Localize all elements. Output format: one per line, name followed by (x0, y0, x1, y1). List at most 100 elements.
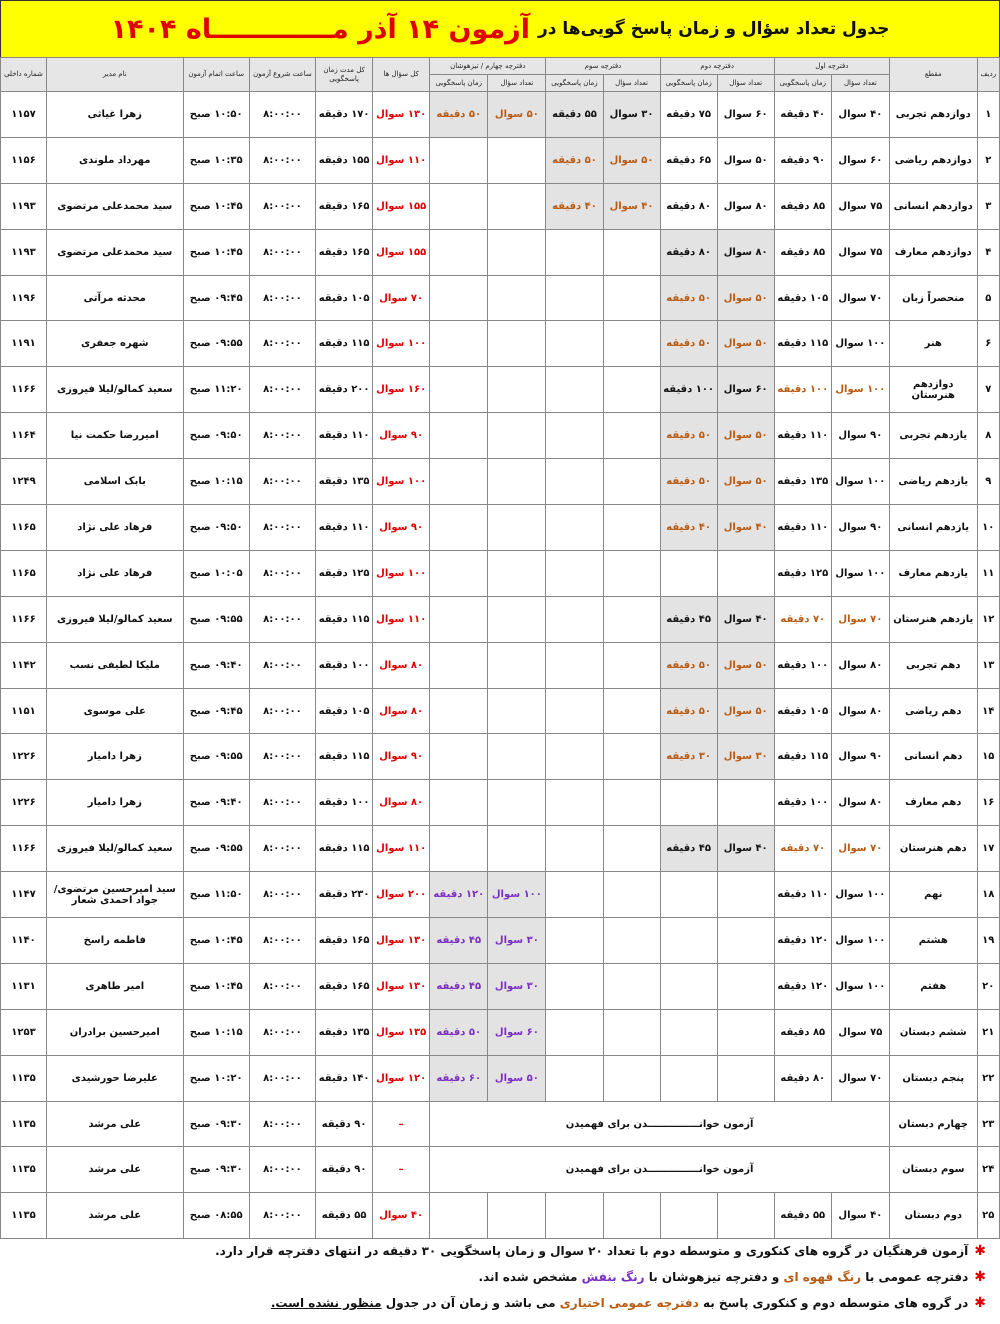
row-number: ۱۱ (976, 549, 1000, 597)
booklet-1-count: ۱۰۰ سوال (830, 366, 890, 414)
booklet-1-time: ۸۵ دقیقه (773, 228, 832, 276)
extension-number: ۱۱۳۱ (0, 962, 47, 1010)
start-time: ۸:۰۰:۰۰ (248, 504, 317, 551)
booklet-3-count (602, 1008, 661, 1056)
row-number: ۲۰ (976, 962, 1000, 1010)
grade-name: دهم ریاضی (888, 687, 978, 735)
booklet-1-time: ۹۰ دقیقه (773, 136, 832, 184)
booklet-2-count: ۵۰ سوال (716, 687, 775, 735)
manager-name: بابک اسلامی (45, 458, 184, 506)
grade-name: چهارم دبستان (888, 1100, 978, 1148)
row-number: ۱۹ (976, 917, 1000, 964)
note-2-part-e: مشخص شده اند. (478, 1270, 578, 1284)
booklet-2-time (659, 549, 718, 597)
extension-number: ۱۲۲۶ (0, 779, 47, 827)
start-time: ۸:۰۰:۰۰ (248, 458, 317, 506)
manager-name: علی موسوی (45, 687, 184, 735)
grade-name: ششم دبستان (888, 1008, 978, 1056)
asterisk-icon: ✱ (974, 1295, 986, 1311)
table-row: ۲ دوازدهم ریاضی ۶۰ سوال ۹۰ دقیقه ۵۰ سوال ۶۵ د… (0, 136, 1000, 184)
header-booklet-4: دفترچه چهارم / تیزهوشان (429, 57, 547, 75)
grade-name: یازدهم ریاضی (888, 458, 978, 506)
total-questions: ۴۰ سوال (372, 1192, 431, 1240)
extension-number: ۱۱۵۶ (0, 136, 47, 184)
end-time: ۰۸:۵۵ صبح (182, 1192, 250, 1240)
total-time: ۱۳۵ دقیقه (315, 1008, 374, 1056)
manager-name: فرهاد علی نژاد (45, 504, 184, 551)
total-time: ۱۶۵ دقیقه (315, 962, 374, 1010)
table-row: ۲۴ سوم دبستان آزمون خوانـــــــــــــــدن … (0, 1146, 1000, 1194)
booklet-3-count (602, 549, 661, 597)
row-number: ۱۷ (976, 825, 1000, 873)
start-time: ۸:۰۰:۰۰ (248, 1100, 317, 1148)
header-radif: ردیف (976, 57, 1000, 92)
grade-name: دوازدهم انسانی (888, 182, 978, 230)
booklet-3-time (545, 917, 604, 964)
booklet-1-count: ۴۰ سوال (830, 1192, 890, 1240)
start-time: ۸:۰۰:۰۰ (248, 687, 317, 735)
header-total-questions: کل سؤال ها (372, 57, 431, 92)
booklet-1-count: ۹۰ سوال (830, 412, 890, 460)
booklet-1-count: ۷۰ سوال (830, 825, 890, 873)
start-time: ۸:۰۰:۰۰ (248, 182, 317, 230)
booklet-3-count: ۵۰ سوال (602, 136, 661, 184)
row-number: ۲۵ (976, 1192, 1000, 1240)
total-time: ۲۰۰ دقیقه (315, 366, 374, 414)
booklet-3-count (602, 412, 661, 460)
total-time: ۱۲۵ دقیقه (315, 549, 374, 597)
row-number: ۳ (976, 182, 1000, 230)
total-questions: ۱۳۰ سوال (372, 917, 431, 964)
grade-name: دوم دبستان (888, 1192, 978, 1240)
end-time: ۰۹:۴۰ صبح (182, 641, 250, 689)
extension-number: ۱۱۶۶ (0, 825, 47, 873)
manager-name: زهرا دامیار (45, 779, 184, 827)
table-row: ۶ هنر ۱۰۰ سوال ۱۱۵ دقیقه ۵۰ سوال ۵۰ دقیقه ۱۰۰ … (0, 320, 1000, 368)
booklet-4-count (487, 1192, 547, 1240)
extension-number: ۱۱۴۷ (0, 871, 47, 919)
header-b4-count: تعداد سؤال (487, 74, 547, 92)
end-time: ۰۹:۵۵ صبح (182, 825, 250, 873)
end-time: ۰۹:۳۰ صبح (182, 1100, 250, 1148)
manager-name: سید امیرحسین مرتضوی/جواد احمدی شعار (45, 871, 184, 919)
total-time: ۹۰ دقیقه (315, 1146, 374, 1194)
header-b1-time: زمان پاسخگویی (773, 74, 832, 92)
booklet-2-time: ۳۰ دقیقه (659, 733, 718, 781)
note-2: ✱ دفترچه عمومی با رنگ قهوه ای و دفترچه ت… (0, 1264, 1000, 1290)
end-time: ۱۰:۴۵ صبح (182, 182, 250, 230)
booklet-1-count: ۱۰۰ سوال (830, 962, 890, 1010)
total-time: ۱۱۵ دقیقه (315, 825, 374, 873)
booklet-1-count: ۹۰ سوال (830, 733, 890, 781)
booklet-1-count: ۴۰ سوال (830, 91, 890, 138)
booklet-2-time: ۴۰ دقیقه (659, 504, 718, 551)
manager-name: امیر طاهری (45, 962, 184, 1010)
booklet-3-count (602, 917, 661, 964)
total-time: ۱۰۵ دقیقه (315, 687, 374, 735)
booklet-1-time: ۱۰۵ دقیقه (773, 687, 832, 735)
booklet-1-time: ۱۱۰ دقیقه (773, 412, 832, 460)
grade-name: دهم معارف (888, 779, 978, 827)
booklet-4-time (429, 595, 489, 643)
booklet-4-count (487, 320, 547, 368)
extension-number: ۱۱۵۱ (0, 687, 47, 735)
header-booklet-1: دفترچه اول (773, 57, 890, 75)
row-number: ۱ (976, 91, 1000, 138)
booklet-3-time (545, 1054, 604, 1102)
start-time: ۸:۰۰:۰۰ (248, 779, 317, 827)
total-time: ۱۳۵ دقیقه (315, 458, 374, 506)
booklet-3-count (602, 274, 661, 322)
booklet-3-count (602, 1192, 661, 1240)
note-3: ✱ در گروه های متوسطه دوم و کنکوری پاسخ ب… (0, 1290, 1000, 1316)
booklet-1-time: ۷۰ دقیقه (773, 825, 832, 873)
total-time: ۲۳۰ دقیقه (315, 871, 374, 919)
manager-name: زهرا غیاثی (45, 91, 184, 138)
header-b3-count: تعداد سؤال (602, 74, 661, 92)
booklet-3-time (545, 504, 604, 551)
booklet-4-time: ۴۵ دقیقه (429, 917, 489, 964)
booklet-1-count: ۸۰ سوال (830, 687, 890, 735)
booklet-1-count: ۱۰۰ سوال (830, 917, 890, 964)
end-time: ۱۰:۵۰ صبح (182, 91, 250, 138)
booklet-1-count: ۹۰ سوال (830, 504, 890, 551)
manager-name: علی مرشد (45, 1100, 184, 1148)
extension-number: ۱۱۹۶ (0, 274, 47, 322)
booklet-1-time: ۱۳۵ دقیقه (773, 458, 832, 506)
